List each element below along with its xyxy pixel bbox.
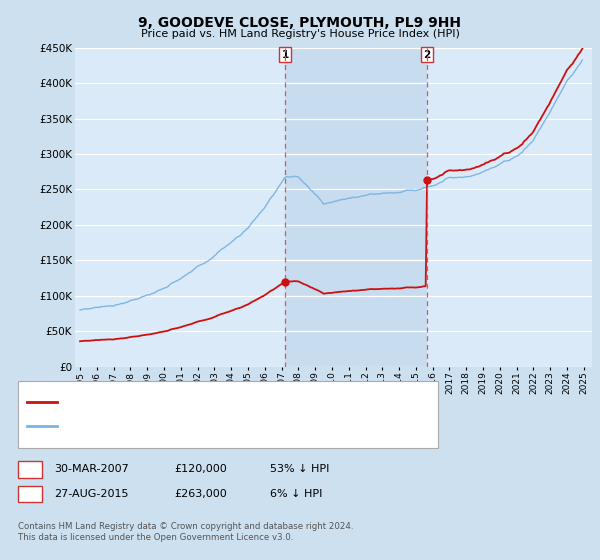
Text: £120,000: £120,000 [174,464,227,474]
Text: 2: 2 [423,50,430,60]
Text: 27-AUG-2015: 27-AUG-2015 [54,489,128,499]
Bar [285,48,427,367]
Text: 30-MAR-2007: 30-MAR-2007 [54,464,129,474]
Text: Price paid vs. HM Land Registry's House Price Index (HPI): Price paid vs. HM Land Registry's House … [140,29,460,39]
Text: HPI: Average price, detached house, City of Plymouth: HPI: Average price, detached house, City… [63,422,343,432]
Text: 2: 2 [26,487,34,501]
Text: 1: 1 [281,50,289,60]
Text: £263,000: £263,000 [174,489,227,499]
Text: 1: 1 [26,463,34,476]
Text: 53% ↓ HPI: 53% ↓ HPI [270,464,329,474]
Text: 6% ↓ HPI: 6% ↓ HPI [270,489,322,499]
Text: This data is licensed under the Open Government Licence v3.0.: This data is licensed under the Open Gov… [18,533,293,542]
Text: 9, GOODEVE CLOSE, PLYMOUTH, PL9 9HH (detached house): 9, GOODEVE CLOSE, PLYMOUTH, PL9 9HH (det… [63,397,374,407]
Text: Contains HM Land Registry data © Crown copyright and database right 2024.: Contains HM Land Registry data © Crown c… [18,522,353,531]
Text: 9, GOODEVE CLOSE, PLYMOUTH, PL9 9HH: 9, GOODEVE CLOSE, PLYMOUTH, PL9 9HH [139,16,461,30]
